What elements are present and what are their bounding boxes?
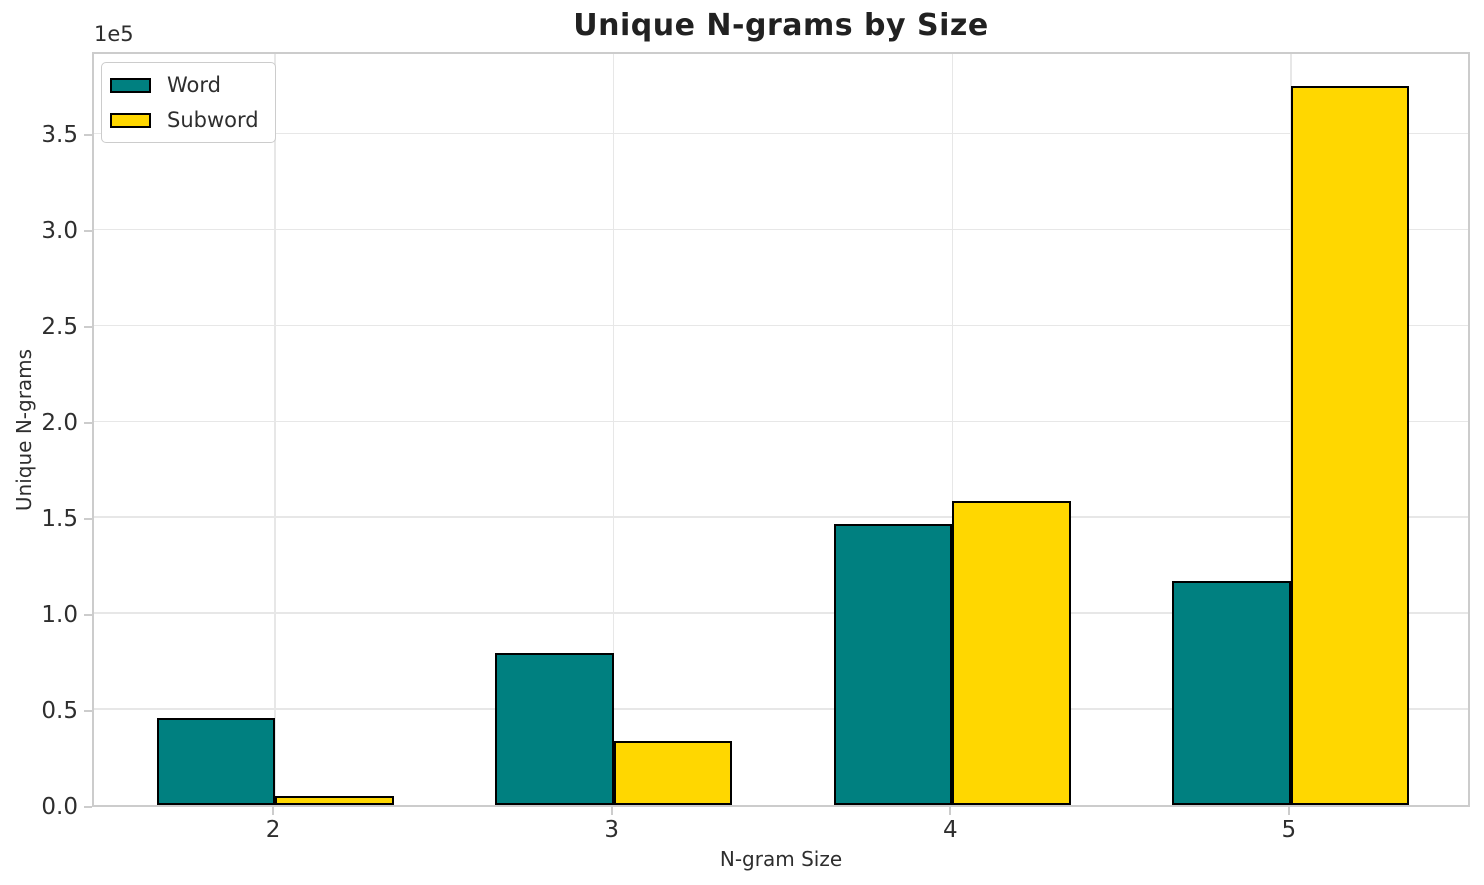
x-tick-mark xyxy=(949,807,952,815)
bar-word-4 xyxy=(833,523,953,805)
horizontal-gridline xyxy=(94,132,1468,135)
bar-word-2 xyxy=(156,717,276,805)
bar-subword-3 xyxy=(613,741,733,805)
x-tick-mark xyxy=(610,807,613,815)
horizontal-gridline xyxy=(94,612,1468,614)
x-tick-mark xyxy=(1287,807,1290,815)
x-tick-label: 2 xyxy=(265,817,281,843)
legend-label-subword: Subword xyxy=(167,108,259,132)
x-tick-label: 4 xyxy=(942,817,958,843)
y-tick-mark xyxy=(84,134,92,137)
legend-item-subword: Subword xyxy=(110,107,259,133)
y-tick-mark xyxy=(84,422,92,425)
y-axis-tick-labels: 0.0 0.5 1.0 1.5 2.0 2.5 3.0 3.5 xyxy=(0,52,78,820)
y-tick-mark xyxy=(84,230,92,233)
y-tick-label: 3.0 xyxy=(41,218,78,245)
y-tick-label: 0.5 xyxy=(41,698,78,725)
y-tick-mark xyxy=(84,614,92,617)
y-tick-label: 0.0 xyxy=(41,794,78,820)
bar-subword-4 xyxy=(952,501,1071,805)
x-tick-label: 5 xyxy=(1281,817,1297,843)
y-tick-label: 2.5 xyxy=(41,314,78,341)
word-swatch xyxy=(110,77,151,93)
y-axis-offset-text: 1e5 xyxy=(94,22,134,46)
y-tick-label: 1.0 xyxy=(41,602,78,629)
x-tick-label: 3 xyxy=(604,817,620,843)
horizontal-gridline xyxy=(94,420,1468,423)
bar-word-3 xyxy=(495,652,614,805)
bar-subword-5 xyxy=(1290,85,1410,805)
vertical-gridline xyxy=(951,54,954,805)
vertical-gridline xyxy=(274,54,276,805)
horizontal-gridline xyxy=(94,708,1468,710)
x-axis-label: N-gram Size xyxy=(719,847,843,871)
horizontal-gridline xyxy=(94,516,1468,518)
y-tick-label: 1.5 xyxy=(41,506,78,533)
y-tick-mark xyxy=(84,710,92,713)
x-axis-tick-labels: 2 3 4 5 xyxy=(92,816,1470,846)
y-tick-mark xyxy=(84,326,92,329)
y-tick-label: 2.0 xyxy=(41,410,78,437)
legend-label-word: Word xyxy=(167,73,221,97)
bar-word-5 xyxy=(1172,581,1291,805)
plot-area xyxy=(92,52,1470,807)
chart-title: Unique N-grams by Size xyxy=(573,8,989,43)
subword-swatch xyxy=(110,112,151,128)
vertical-gridline xyxy=(612,54,615,805)
horizontal-gridline xyxy=(94,324,1468,327)
y-tick-mark xyxy=(84,806,92,808)
bar-subword-2 xyxy=(275,795,394,805)
y-tick-label: 3.5 xyxy=(41,122,78,149)
legend: Word Subword xyxy=(101,62,276,143)
y-tick-mark xyxy=(84,518,92,521)
horizontal-gridline xyxy=(94,228,1468,231)
x-tick-mark xyxy=(272,807,275,815)
legend-item-word: Word xyxy=(110,72,259,98)
